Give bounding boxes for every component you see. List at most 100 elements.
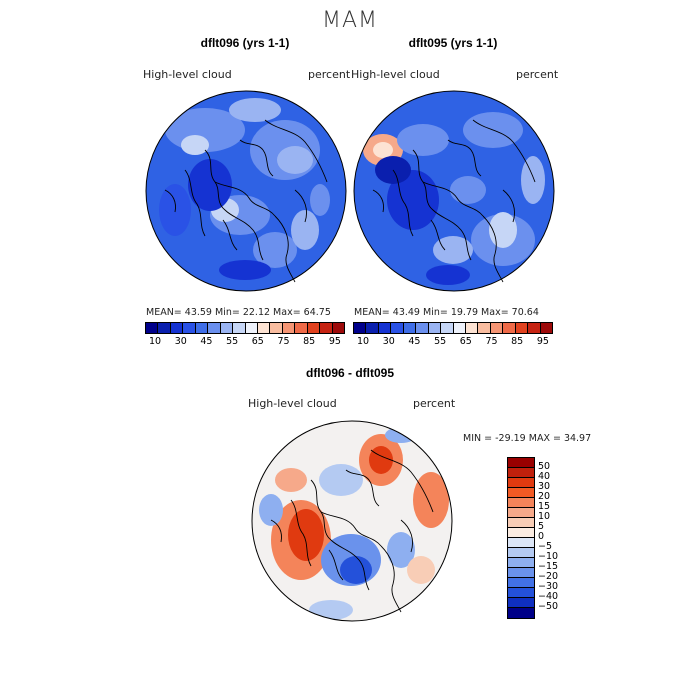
- colorbar-swatch: [490, 323, 504, 333]
- diff-colorbar-tick-label: −20: [538, 571, 559, 582]
- colorbar-swatch: [195, 323, 209, 333]
- colorbar-tick-label: 75: [485, 336, 498, 347]
- colorbar-swatch: [282, 323, 296, 333]
- colorbar-2-ticks: 10 30 45 55 65 75 85 95: [353, 334, 553, 347]
- colorbar-swatch: [146, 323, 159, 333]
- diff-colorbar-swatch: [508, 508, 534, 518]
- diff-colorbar-swatch: [508, 498, 534, 508]
- panel-1-colorbar: 10 30 45 55 65 75 85 95: [145, 322, 345, 347]
- colorbar-swatch: [478, 323, 491, 333]
- panel-2-colorbar: 10 30 45 55 65 75 85 95: [353, 322, 553, 347]
- diff-colorbar-swatch: [508, 608, 534, 618]
- diff-colorbar: 50 40 30 20 15 10 5 0 −5 −10 −15 −20 −30 −40 −50: [507, 457, 558, 619]
- diff-colorbar-tick-label: −40: [538, 591, 559, 602]
- colorbar-swatch: [332, 323, 344, 333]
- colorbar-swatch: [366, 323, 379, 333]
- colorbar-tick-label: 95: [328, 336, 341, 347]
- diff-colorbar-tick-label: −5: [538, 541, 553, 552]
- diff-colorbar-tick-label: 15: [538, 501, 551, 512]
- colorbar-tick-label: 45: [408, 336, 421, 347]
- diff-colorbar-tick-label: 50: [538, 461, 551, 472]
- colorbar-swatch: [307, 323, 321, 333]
- diff-stats: MIN = -29.19 MAX = 34.97: [463, 433, 592, 444]
- colorbar-swatch: [528, 323, 541, 333]
- diff-panel-field-label: High-level cloud: [248, 397, 337, 410]
- diff-polar-map: [251, 420, 453, 622]
- colorbar-tick-label: 10: [357, 336, 370, 347]
- diff-colorbar-tick-label: 0: [538, 531, 545, 542]
- panel-2-stats: MEAN= 43.49 Min= 19.79 Max= 70.64: [354, 307, 539, 318]
- colorbar-swatch: [220, 323, 234, 333]
- diff-colorbar-swatch: [508, 548, 534, 558]
- panel-2-units: percent: [516, 68, 559, 81]
- colorbar-swatch: [257, 323, 271, 333]
- colorbar-swatch: [416, 323, 429, 333]
- colorbar-tick-label: 10: [149, 336, 162, 347]
- colorbar-tick-label: 95: [536, 336, 549, 347]
- colorbar-tick-label: 85: [511, 336, 524, 347]
- diff-panel-title: dflt096 - dflt095: [305, 366, 395, 380]
- diff-colorbar-swatch: [508, 528, 534, 538]
- diff-colorbar-swatch: [508, 458, 534, 468]
- colorbar-swatch: [354, 323, 367, 333]
- colorbar-1-swatches: [145, 322, 345, 334]
- diff-colorbar-swatch: [508, 588, 534, 598]
- colorbar-swatch: [320, 323, 333, 333]
- diff-colorbar-tick-label: 10: [538, 511, 551, 522]
- diff-colorbar-tick-label: −15: [538, 561, 559, 572]
- colorbar-swatch: [378, 323, 392, 333]
- diff-colorbar-tick-label: 20: [538, 491, 551, 502]
- panel-1-field-label: High-level cloud: [143, 68, 232, 81]
- colorbar-swatch: [270, 323, 283, 333]
- panel-1-title: dflt096 (yrs 1-1): [200, 36, 290, 50]
- panel-2-polar-map: [353, 90, 555, 292]
- colorbar-swatch: [170, 323, 184, 333]
- colorbar-2-swatches: [353, 322, 553, 334]
- colorbar-tick-label: 55: [434, 336, 447, 347]
- colorbar-swatch: [158, 323, 171, 333]
- panel-1-units: percent: [308, 68, 351, 81]
- colorbar-swatch: [428, 323, 442, 333]
- panel-1-stats: MEAN= 43.59 Min= 22.12 Max= 64.75: [146, 307, 331, 318]
- diff-panel-units: percent: [413, 397, 456, 410]
- diff-colorbar-swatch: [508, 468, 534, 478]
- diff-colorbar-swatch: [508, 558, 534, 568]
- colorbar-swatch: [245, 323, 258, 333]
- season-title: MAM: [321, 8, 378, 33]
- colorbar-swatch: [465, 323, 479, 333]
- diff-colorbar-swatch: [508, 598, 534, 608]
- diff-colorbar-tick-label: 30: [538, 481, 551, 492]
- diff-colorbar-swatch: [508, 578, 534, 588]
- diff-colorbar-tick-label: −50: [538, 601, 559, 612]
- diff-colorbar-swatches: [507, 457, 535, 619]
- diff-colorbar-ticks: 50 40 30 20 15 10 5 0 −5 −10 −15 −20 −30 −40 −50: [538, 457, 568, 617]
- colorbar-swatch: [208, 323, 221, 333]
- panel-2-field-label: High-level cloud: [351, 68, 440, 81]
- diff-colorbar-tick-label: 40: [538, 471, 551, 482]
- colorbar-tick-label: 75: [277, 336, 290, 347]
- colorbar-swatch: [453, 323, 466, 333]
- colorbar-1-ticks: 10 30 45 55 65 75 85 95: [145, 334, 345, 347]
- colorbar-swatch: [233, 323, 246, 333]
- colorbar-tick-label: 85: [303, 336, 316, 347]
- diff-colorbar-tick-label: 5: [538, 521, 545, 532]
- colorbar-tick-label: 65: [459, 336, 472, 347]
- colorbar-tick-label: 45: [200, 336, 213, 347]
- colorbar-swatch: [183, 323, 196, 333]
- diff-colorbar-swatch: [508, 488, 534, 498]
- colorbar-swatch: [441, 323, 454, 333]
- diff-colorbar-swatch: [508, 568, 534, 578]
- colorbar-tick-label: 65: [251, 336, 264, 347]
- colorbar-swatch: [295, 323, 308, 333]
- colorbar-tick-label: 30: [382, 336, 395, 347]
- colorbar-swatch: [391, 323, 404, 333]
- colorbar-swatch: [515, 323, 529, 333]
- colorbar-swatch: [503, 323, 516, 333]
- diff-colorbar-swatch: [508, 538, 534, 548]
- panel-2-title: dflt095 (yrs 1-1): [408, 36, 498, 50]
- colorbar-swatch: [540, 323, 552, 333]
- diff-colorbar-swatch: [508, 518, 534, 528]
- colorbar-tick-label: 30: [174, 336, 187, 347]
- colorbar-tick-label: 55: [226, 336, 239, 347]
- diff-colorbar-swatch: [508, 478, 534, 488]
